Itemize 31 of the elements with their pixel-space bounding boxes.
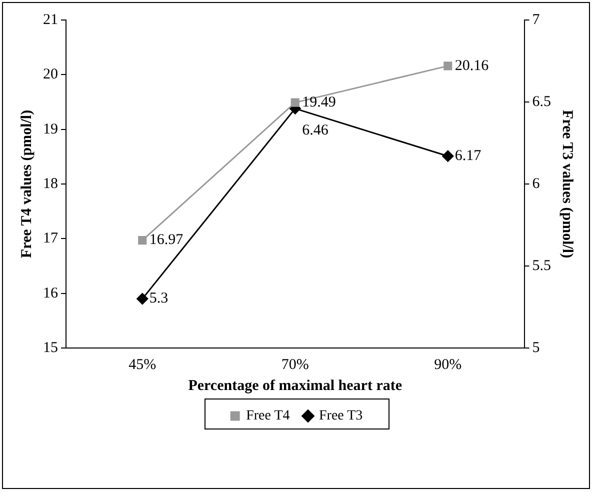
y2-tick-label: 6.5 (532, 94, 551, 110)
point (290, 98, 300, 107)
y-tick-label: 17 (43, 230, 58, 247)
y-axis-title: Free T4 values (pmol/l) (18, 110, 35, 258)
y-tick-label: 19 (43, 121, 58, 138)
y-tick-label: 20 (43, 66, 58, 83)
y2-tick-label: 6 (532, 176, 540, 192)
data-label: 19.49 (302, 94, 336, 110)
data-label: 5.3 (149, 290, 168, 307)
data-label: 6.46 (302, 122, 329, 138)
legend-label: Free T3 (319, 408, 363, 424)
x-axis-title: Percentage of maximal heart rate (188, 378, 402, 394)
point (442, 150, 454, 162)
y2-tick-label: 7 (532, 12, 540, 28)
point (136, 293, 148, 305)
point (444, 62, 452, 70)
data-label: 20.16 (454, 58, 490, 74)
y2-tick-label: 5.5 (532, 258, 551, 274)
point (138, 236, 147, 245)
y-tick-label: 16 (43, 285, 58, 302)
x-tick-label: 70% (281, 356, 309, 373)
data-label: 16.97 (149, 232, 184, 248)
x-tick-label: 45% (128, 356, 156, 373)
y-tick-label: 18 (43, 176, 58, 192)
y-tick-label: 15 (43, 340, 58, 356)
y2-tick-label: 5 (532, 340, 540, 356)
data-label: 6.17 (454, 148, 482, 164)
y2-axis-title: Free T3 values (pmol/l) (559, 110, 576, 258)
y-tick-label: 21 (43, 12, 58, 28)
x-tick-label: 90% (434, 356, 462, 373)
legend-label: Free T4 (246, 408, 290, 424)
